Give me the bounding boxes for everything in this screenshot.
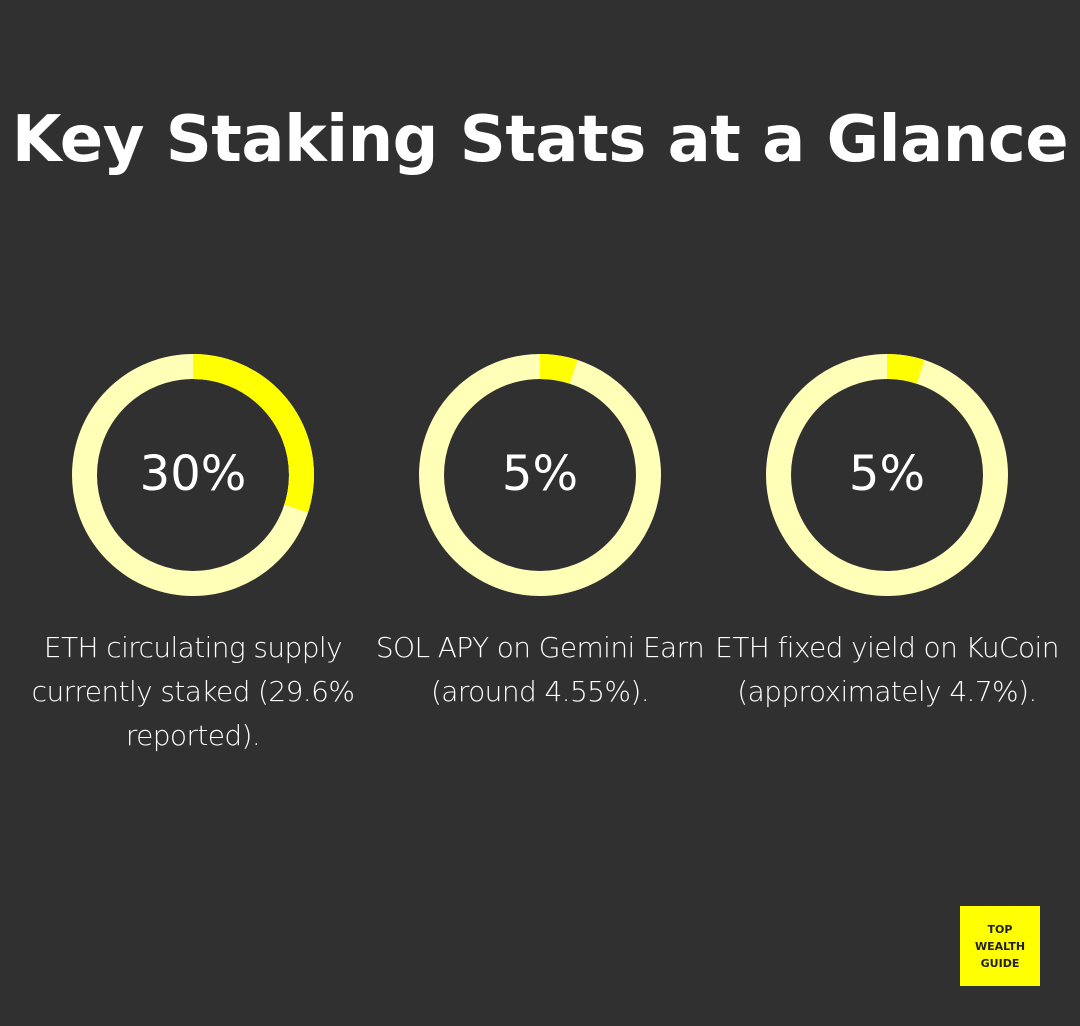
brand-logo: TOP WEALTH GUIDE <box>960 906 1040 986</box>
stat-value: 5% <box>848 446 926 502</box>
donut-ring <box>419 354 661 596</box>
stat-value: 30% <box>139 446 247 502</box>
donut-chart <box>766 354 1008 596</box>
donut-chart <box>419 354 661 596</box>
donut-chart <box>72 354 314 596</box>
logo-line: TOP <box>987 922 1013 936</box>
donut-ring <box>766 354 1008 596</box>
stat-description: ETH circulating supply currently staked … <box>31 631 355 752</box>
logo-line: GUIDE <box>980 956 1020 970</box>
stat-description: ETH fixed yield on KuCoin (approximately… <box>715 631 1059 708</box>
logo-line: WEALTH <box>974 939 1026 953</box>
stat-description: SOL APY on Gemini Earn (around 4.55%). <box>375 631 705 708</box>
stat-value: 5% <box>501 446 579 502</box>
donut-ring <box>72 354 314 596</box>
page-title: Key Staking Stats at a Glance <box>11 103 1069 177</box>
